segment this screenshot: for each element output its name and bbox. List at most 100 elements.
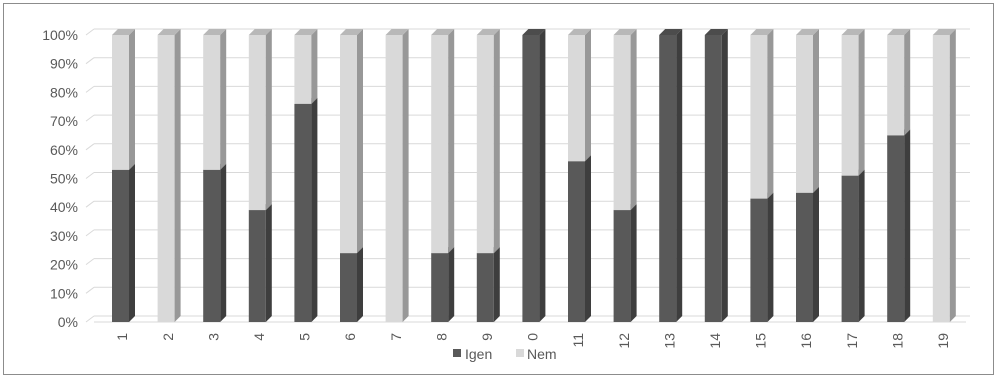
bar-side [220, 29, 227, 170]
bar-nem-8 [431, 29, 455, 254]
bar-side [858, 169, 865, 322]
bar-nem-6 [340, 29, 363, 254]
bar-side [357, 29, 363, 254]
bar-top [157, 29, 181, 35]
y-tick-label: 0% [58, 314, 78, 330]
gridline-diag [85, 315, 95, 323]
bar-face [613, 210, 631, 322]
bar-side [311, 29, 318, 104]
y-tick-label: 30% [50, 228, 78, 244]
bar-face [887, 135, 905, 322]
bar-side [904, 29, 911, 136]
bar-nem-4 [248, 29, 272, 211]
bar-igen-16 [796, 186, 819, 322]
y-tick-label: 70% [50, 113, 78, 129]
bar-face [112, 169, 129, 322]
y-tick-label: 60% [50, 142, 78, 158]
x-tick-label: 2 [160, 333, 176, 341]
bar-side [585, 29, 591, 162]
bar-side [220, 163, 227, 322]
bar-face [431, 35, 449, 254]
bar-nem-11 [568, 29, 591, 162]
bar-nem-2 [157, 29, 181, 322]
bar-side [448, 247, 455, 322]
bar-side [493, 247, 500, 322]
bar-face [568, 161, 585, 322]
x-tick-label: 15 [753, 333, 769, 349]
gridline-diag [85, 229, 95, 237]
gridline-diag [85, 57, 95, 65]
x-tick-label: 14 [707, 333, 723, 349]
bar-face [796, 35, 813, 193]
gridline-diag [85, 200, 95, 208]
bar-igen-0 [522, 29, 546, 322]
bar-igen-15 [750, 192, 774, 322]
y-axis-ticks: 0% 10% 20% 30% 40% 50% 60% 70% 80% 90% 100% [42, 27, 78, 330]
y-tick-label: 50% [50, 171, 78, 187]
x-tick-label: 13 [661, 333, 677, 349]
x-tick-label: 12 [616, 333, 632, 349]
gridline-diag [85, 143, 95, 151]
bar-nem-15 [750, 29, 774, 199]
bar-nem-16 [796, 29, 819, 193]
bar-side [539, 29, 546, 322]
bar-face [340, 35, 357, 254]
bar-side [676, 29, 683, 322]
bar-side [721, 29, 728, 322]
bar-side [767, 192, 774, 322]
bar-nem-7 [385, 29, 409, 322]
bar-top [568, 29, 591, 35]
bar-face [476, 35, 494, 254]
y-tick-label: 100% [42, 27, 78, 43]
bar-face [294, 103, 312, 322]
bar-igen-9 [476, 247, 500, 322]
bar-face [476, 253, 494, 322]
bar-igen-5 [294, 97, 318, 322]
bar-face [659, 35, 677, 322]
bar-side [493, 29, 500, 254]
bar-side [174, 29, 181, 322]
gridline-diag [85, 114, 95, 122]
y-tick-label: 40% [50, 199, 78, 215]
gridline-diag [85, 286, 95, 294]
bar-face [522, 35, 540, 322]
legend-label-nem: Nem [527, 346, 557, 362]
bar-igen-4 [248, 204, 272, 322]
bar-face [385, 35, 403, 322]
legend-label-igen: Igen [465, 346, 492, 362]
bar-face [932, 35, 950, 322]
bar-nem-5 [294, 29, 318, 104]
bar-igen-3 [203, 163, 227, 322]
x-tick-label: 1 [114, 333, 130, 341]
bar-face [841, 35, 859, 176]
y-tick-label: 90% [50, 56, 78, 72]
bar-top [340, 29, 363, 35]
bar-side [311, 97, 318, 322]
bar-top [796, 29, 819, 35]
bar-side [949, 29, 956, 322]
x-tick-label: 4 [251, 333, 267, 341]
bar-side [630, 204, 637, 322]
bar-nem-1 [112, 29, 135, 170]
bar-top [932, 29, 956, 35]
bar-side [630, 29, 637, 211]
bar-top [704, 29, 728, 35]
bar-top [294, 29, 318, 35]
bar-top [887, 29, 911, 35]
bar-side [813, 29, 819, 193]
bar-face [157, 35, 175, 322]
bar-igen-14 [704, 29, 728, 322]
gridline-diag [85, 86, 95, 93]
x-tick-label: 19 [935, 333, 951, 349]
bar-face [294, 35, 312, 104]
bar-face [203, 169, 221, 322]
bar-face [340, 253, 357, 322]
x-tick-label: 11 [570, 333, 586, 348]
gridline-diag [85, 172, 95, 179]
bar-nem-12 [613, 29, 637, 211]
bar-face [613, 35, 631, 211]
bar-face [704, 35, 722, 322]
bar-face [203, 35, 221, 170]
legend-swatch-nem [516, 349, 524, 357]
